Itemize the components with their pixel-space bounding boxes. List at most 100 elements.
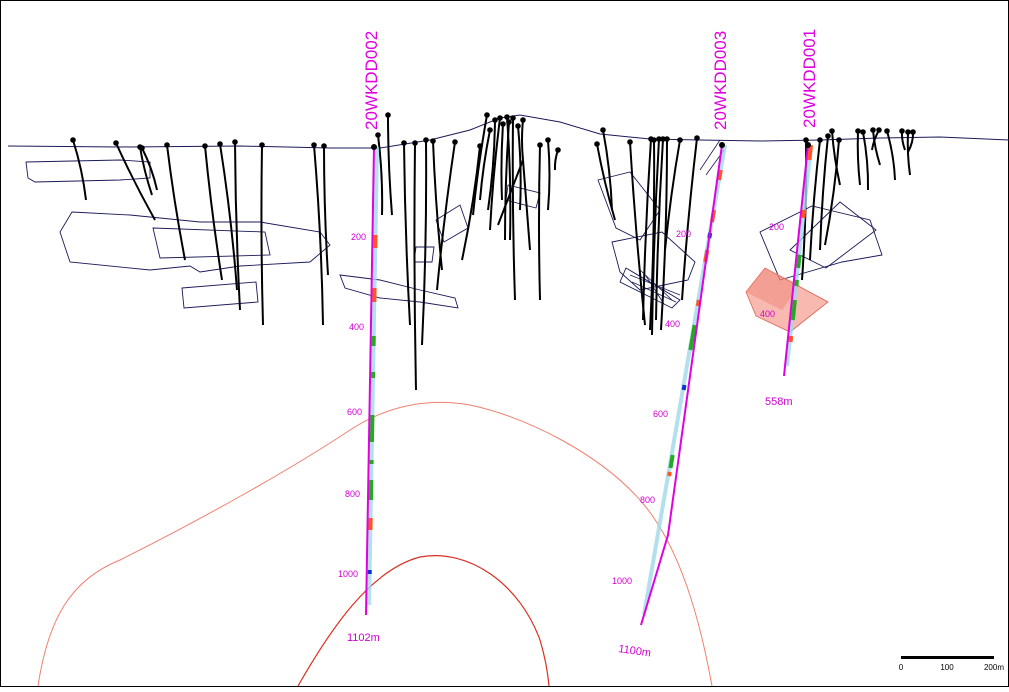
assay-interval bbox=[796, 280, 797, 286]
historic-drillhole-collar bbox=[311, 142, 317, 148]
historic-drillhole-trace bbox=[887, 131, 895, 180]
historic-drillhole-collar bbox=[803, 137, 809, 143]
historic-drillhole-collar bbox=[899, 128, 905, 134]
assay-interval bbox=[670, 455, 672, 468]
historic-drillhole-collar bbox=[430, 138, 436, 144]
historic-drillhole-collar bbox=[232, 139, 238, 145]
depth-tick-label: 1000 bbox=[338, 569, 358, 579]
historic-drillhole-collar bbox=[401, 140, 407, 146]
historic-drillhole-collar bbox=[651, 137, 657, 143]
scale-bar: 0 100 200m bbox=[899, 656, 1005, 672]
historic-drillhole-trace bbox=[825, 140, 839, 245]
end-depth-label: 1102m bbox=[347, 632, 380, 644]
historic-drillhole-collar bbox=[817, 137, 823, 143]
historic-drillhole-trace bbox=[555, 150, 558, 170]
scale-label-100: 100 bbox=[940, 663, 954, 672]
historic-drillhole-collar bbox=[694, 135, 700, 141]
drillhole-collar bbox=[805, 142, 811, 148]
historic-drillhole-collar bbox=[664, 136, 670, 142]
historic-drillhole-collar bbox=[217, 141, 223, 147]
historic-drillhole-trace bbox=[414, 143, 416, 390]
historic-drillhole-collar bbox=[484, 112, 490, 118]
historic-drillhole-collar bbox=[375, 132, 381, 138]
depth-tick-label: 200 bbox=[351, 232, 366, 242]
depth-tick-label: 200 bbox=[676, 229, 691, 239]
historic-drillhole-collar bbox=[910, 129, 916, 135]
historic-drillhole-collar bbox=[555, 147, 561, 153]
depth-tick-label: 800 bbox=[640, 495, 655, 505]
historic-drillhole-trace bbox=[505, 122, 509, 240]
depth-tick-label: 200 bbox=[769, 222, 784, 232]
highlighted-drillholes: 20WKDD002 200 400 600 800 1000 1102m 20WKDD003 2… bbox=[338, 29, 819, 660]
historic-drillhole-collar bbox=[855, 128, 861, 134]
depth-tick-label: 400 bbox=[665, 319, 680, 329]
historic-drillhole-collar bbox=[860, 129, 866, 135]
historic-drillhole-trace bbox=[314, 145, 323, 325]
hole-name-label: 20WKDD002 bbox=[362, 31, 381, 130]
historic-drillhole-collar bbox=[202, 143, 208, 149]
scale-bar-segment-2 bbox=[947, 656, 994, 659]
historic-drillhole-trace bbox=[167, 145, 185, 260]
historic-drillhole-trace bbox=[908, 132, 910, 175]
depth-tick-label: 400 bbox=[760, 309, 775, 319]
assay-interval bbox=[791, 336, 792, 342]
depth-tick-label: 800 bbox=[345, 489, 360, 499]
historic-drillhole-collar bbox=[259, 142, 265, 148]
historic-drillhole-trace bbox=[902, 131, 905, 150]
depth-tick-label: 1000 bbox=[612, 576, 632, 586]
historic-drillhole-trace bbox=[462, 146, 480, 260]
historic-drillhole-collar bbox=[164, 142, 170, 148]
historic-drillhole-collar bbox=[497, 115, 503, 121]
hole-name-label: 20WKDD003 bbox=[711, 31, 730, 130]
historic-drillhole-trace bbox=[522, 120, 523, 160]
end-depth-label: 558m bbox=[765, 396, 793, 408]
historic-drillhole-collar bbox=[545, 137, 551, 143]
drillhole-collar bbox=[371, 144, 377, 150]
historic-drillhole-collar bbox=[139, 145, 145, 151]
drillhole-trace bbox=[784, 145, 808, 376]
hole-name-label: 20WKDD001 bbox=[800, 29, 819, 128]
historic-drillhole-collar bbox=[515, 123, 521, 129]
historic-drillhole-trace bbox=[539, 145, 540, 300]
historic-drillhole-trace bbox=[548, 140, 550, 210]
historic-drillhole-collar bbox=[385, 112, 391, 118]
drillhole-collar bbox=[719, 142, 725, 148]
historic-drillhole-collar bbox=[504, 114, 510, 120]
historic-drillhole-trace bbox=[404, 143, 410, 325]
historic-drillhole-trace bbox=[73, 140, 86, 200]
historic-drillhole-trace bbox=[643, 139, 651, 320]
historic-drillhole-collar bbox=[870, 127, 876, 133]
historic-drillhole-collar bbox=[537, 142, 543, 148]
historic-drillhole-collar bbox=[510, 115, 516, 121]
historic-drillhole-collar bbox=[594, 141, 600, 147]
assay-interval bbox=[798, 255, 799, 268]
historic-drillhole-collar bbox=[487, 127, 493, 133]
assay-interval bbox=[684, 385, 685, 390]
historic-drillhole-collar bbox=[492, 117, 498, 123]
historic-drillhole-trace bbox=[116, 143, 155, 220]
scale-label-0: 0 bbox=[899, 663, 904, 672]
historic-drillhole-collar bbox=[452, 139, 458, 145]
historic-drillhole-collar bbox=[423, 137, 429, 143]
assay-interval bbox=[698, 300, 699, 306]
historic-drillhole-trace bbox=[437, 142, 455, 290]
assay-interval bbox=[669, 472, 670, 476]
historic-drillhole-collar bbox=[600, 127, 606, 133]
historic-drillhole-trace bbox=[480, 130, 490, 200]
historic-drillhole-collar bbox=[70, 137, 76, 143]
historic-drillhole-collar bbox=[905, 129, 911, 135]
assay-interval bbox=[803, 210, 804, 218]
historic-drillhole-collar bbox=[876, 127, 882, 133]
assay-interval bbox=[719, 170, 721, 180]
historic-drillhole-collar bbox=[825, 133, 831, 139]
historic-drillhole-collar bbox=[412, 140, 418, 146]
historic-drillhole-trace bbox=[324, 146, 328, 275]
historic-drillhole-trace bbox=[863, 132, 868, 190]
depth-tick-label: 600 bbox=[347, 407, 362, 417]
historic-drillhole-trace bbox=[513, 118, 515, 300]
historic-drillhole-trace bbox=[422, 140, 426, 345]
